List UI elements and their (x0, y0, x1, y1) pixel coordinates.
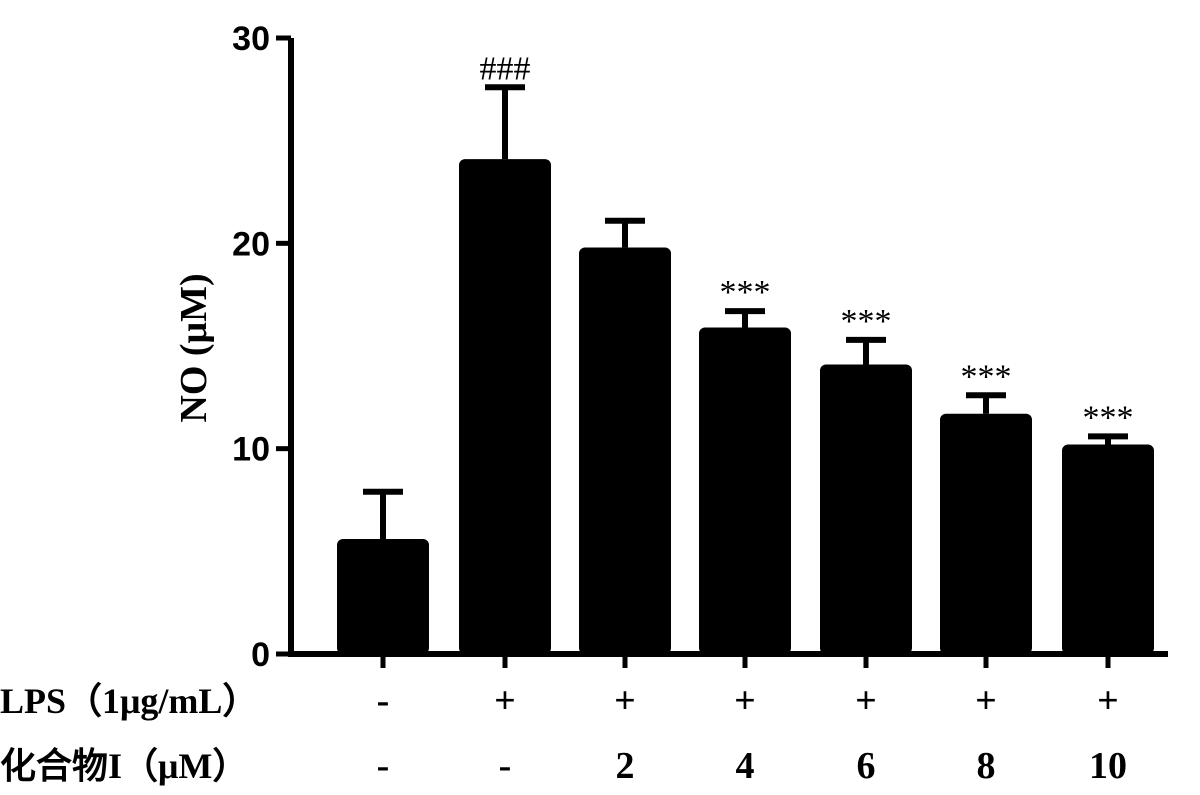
bar (699, 327, 791, 654)
condition-value: + (734, 680, 756, 722)
y-tick-label: 30 (232, 20, 270, 58)
condition-value: 8 (977, 745, 996, 787)
condition-value: + (614, 680, 636, 722)
condition-value: + (855, 680, 877, 722)
condition-value: - (499, 745, 512, 787)
significance-label: *** (1083, 399, 1134, 436)
condition-value: - (377, 745, 390, 787)
y-tick-label: 20 (232, 225, 270, 263)
bar (579, 247, 671, 654)
bars: ### *** *** *** *** (337, 50, 1154, 654)
condition-value: 10 (1089, 745, 1127, 787)
condition-value: - (377, 680, 390, 722)
bar (459, 159, 551, 654)
x-ticks (380, 654, 1111, 668)
significance-label: *** (720, 274, 771, 311)
condition-value: + (1097, 680, 1119, 722)
significance-label: ### (480, 50, 531, 87)
y-ticks: 0 10 20 30 (232, 20, 291, 674)
bar (1062, 444, 1154, 654)
bar (940, 413, 1032, 654)
condition-value: 4 (736, 745, 755, 787)
bar (820, 364, 912, 654)
y-tick-label: 10 (232, 431, 270, 469)
condition-row-label: 化合物I（μM） (0, 746, 248, 786)
condition-value: + (975, 680, 997, 722)
condition-value: 6 (857, 745, 876, 787)
condition-value: + (494, 680, 516, 722)
condition-row-label: LPS（1μg/mL） (0, 681, 258, 721)
significance-label: *** (841, 303, 892, 340)
y-axis-label: NO (μM) (173, 273, 215, 422)
condition-rows: LPS（1μg/mL） - + + + + + + 化合物I（μM） - - 2 4 6 8 10 (0, 680, 1127, 787)
y-tick-label: 0 (251, 636, 270, 674)
condition-value: 2 (616, 745, 635, 787)
significance-label: *** (961, 358, 1012, 395)
bar (337, 539, 429, 654)
